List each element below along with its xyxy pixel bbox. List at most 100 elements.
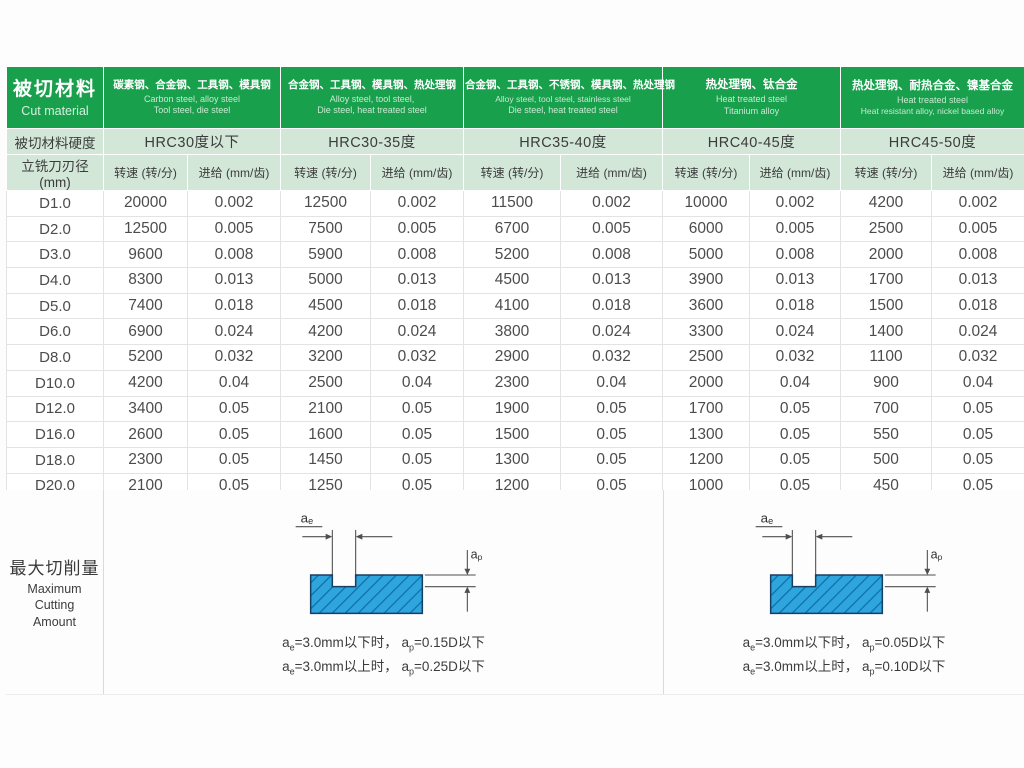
cut-material-corner-cell: 被切材料 Cut material	[6, 66, 104, 129]
table-row: D12.0 3400 0.05 2100 0.05 1900 0.05 1700 0.05 700…	[6, 395, 1024, 423]
feed-cell: 0.024	[560, 318, 663, 346]
feed-cell: 0.032	[187, 344, 281, 371]
speed-cell: 2500	[840, 215, 932, 243]
diameter-cell: D4.0	[6, 267, 104, 294]
diameter-cell: D18.0	[6, 446, 104, 474]
feed-cell: 0.05	[931, 446, 1024, 474]
material-group-en: Tool steel, die steel	[153, 105, 231, 116]
feed-cell: 0.002	[931, 190, 1024, 217]
speed-cell: 2300	[463, 369, 561, 397]
speed-cell: 12500	[103, 215, 188, 243]
feed-cell: 0.018	[370, 292, 464, 320]
speed-cell: 2500	[280, 369, 371, 397]
table-row: D10.0 4200 0.04 2500 0.04 2300 0.04 2000 0.04 900…	[6, 369, 1024, 397]
speed-cell: 1600	[280, 421, 371, 448]
feed-cell: 0.018	[560, 292, 663, 320]
feed-cell: 0.024	[749, 318, 841, 346]
speed-cell: 5200	[463, 241, 561, 269]
speed-cell: 11500	[463, 190, 561, 217]
feed-cell: 0.008	[560, 241, 663, 269]
diameter-column-label: 立铣刀刃径 (mm)	[6, 154, 104, 191]
material-group-zh: 热处理钢、耐热合金、镍基合金	[852, 79, 1013, 92]
material-header-row: 被切材料 Cut material 碳素钢、合金钢、工具钢、模具钢 Carbon …	[6, 66, 1024, 129]
speed-cell: 2100	[280, 395, 371, 423]
hardness-cell: HRC35-40度	[463, 128, 663, 155]
feed-cell: 0.032	[749, 344, 841, 371]
feed-header: 进给 (mm/齿)	[560, 154, 663, 191]
cutting-width-depth-diagram: ae ap	[284, 505, 484, 630]
feed-cell: 0.05	[560, 446, 663, 474]
material-group-en: Carbon steel, alloy steel	[143, 93, 241, 104]
cutting-condition-line: ae=3.0mm以上时， ap=0.10D以下	[742, 658, 946, 677]
feed-cell: 0.05	[749, 395, 841, 423]
speed-cell: 2000	[840, 241, 932, 269]
speed-cell: 3300	[662, 318, 750, 346]
feed-cell: 0.008	[370, 241, 464, 269]
max-cutting-amount-en-line1: Maximum Cutting	[27, 582, 82, 613]
feed-cell: 0.05	[749, 421, 841, 448]
material-group-zh: 热处理钢、钛合金	[705, 79, 798, 92]
speed-cell: 1400	[840, 318, 932, 346]
diameter-cell: D2.0	[6, 215, 104, 243]
speed-cell: 5900	[280, 241, 371, 269]
speed-header: 转速 (转/分)	[280, 154, 371, 191]
feed-cell: 0.002	[560, 190, 663, 217]
speed-cell: 1500	[463, 421, 561, 448]
feed-cell: 0.018	[749, 292, 841, 320]
feed-cell: 0.04	[370, 369, 464, 397]
material-group-en: Alloy steel, tool steel, stainless steel	[495, 94, 631, 104]
hardness-cell: HRC30-35度	[280, 128, 464, 155]
svg-text:ae: ae	[761, 511, 774, 527]
diameter-cell: D10.0	[6, 369, 104, 397]
material-group-zh: 碳素钢、合金钢、工具钢、模具钢	[113, 78, 271, 91]
table-row: D6.0 6900 0.024 4200 0.024 3800 0.024 3300 0.024…	[6, 318, 1024, 346]
feed-cell: 0.04	[560, 369, 663, 397]
material-group-en: Heat treated steel	[715, 94, 788, 105]
speed-cell: 2300	[103, 446, 188, 474]
table-row: D1.0 20000 0.002 12500 0.002 11500 0.002 10000 0…	[6, 190, 1024, 217]
feed-cell: 0.05	[370, 446, 464, 474]
speed-cell: 20000	[103, 190, 188, 217]
material-group-zh: 合金钢、工具钢、不锈钢、模具钢、热处理钢	[465, 79, 675, 92]
speed-header: 转速 (转/分)	[103, 154, 188, 191]
max-cutting-amount-section: 最大切削量 Maximum Cutting Amount	[6, 490, 1024, 695]
feed-cell: 0.013	[560, 267, 663, 294]
speed-cell: 3400	[103, 395, 188, 423]
speed-cell: 9600	[103, 241, 188, 269]
feed-cell: 0.05	[749, 446, 841, 474]
speed-cell: 1700	[662, 395, 750, 423]
material-group-en: Die steel, heat treated steel	[508, 105, 618, 116]
feed-cell: 0.005	[931, 215, 1024, 243]
feed-header: 进给 (mm/齿)	[931, 154, 1024, 191]
feed-cell: 0.04	[749, 369, 841, 397]
diameter-cell: D3.0	[6, 241, 104, 269]
feed-cell: 0.002	[370, 190, 464, 217]
feed-cell: 0.04	[187, 369, 281, 397]
hardness-cell: HRC30度以下	[103, 128, 281, 155]
speed-cell: 6700	[463, 215, 561, 243]
feed-cell: 0.05	[560, 421, 663, 448]
speed-cell: 5000	[280, 267, 371, 294]
table-row: D2.0 12500 0.005 7500 0.005 6700 0.005 6000 0.00…	[6, 215, 1024, 243]
material-group-en: Heat treated steel	[896, 94, 969, 105]
speed-cell: 3800	[463, 318, 561, 346]
feed-cell: 0.013	[749, 267, 841, 294]
cutting-condition-line: ae=3.0mm以上时， ap=0.25D以下	[282, 658, 485, 677]
feed-cell: 0.032	[370, 344, 464, 371]
table-row: D3.0 9600 0.008 5900 0.008 5200 0.008 5000 0.008…	[6, 241, 1024, 269]
speed-cell: 10000	[662, 190, 750, 217]
feed-cell: 0.002	[187, 190, 281, 217]
feed-header: 进给 (mm/齿)	[187, 154, 281, 191]
feed-cell: 0.05	[931, 395, 1024, 423]
diameter-cell: D16.0	[6, 421, 104, 448]
material-group-zh: 合金钢、工具钢、模具钢、热处理钢	[288, 78, 456, 91]
feed-cell: 0.005	[187, 215, 281, 243]
material-group-header: 合金钢、工具钢、不锈钢、模具钢、热处理钢 Alloy steel, tool st…	[463, 66, 675, 129]
speed-cell: 1700	[840, 267, 932, 294]
feed-cell: 0.05	[187, 395, 281, 423]
material-group-header: 热处理钢、耐热合金、镍基合金 Heat treated steel Heat res…	[840, 66, 1024, 129]
max-cutting-amount-label-cell: 最大切削量 Maximum Cutting Amount	[6, 490, 104, 694]
max-cutting-amount-en-line2: Amount	[32, 614, 77, 629]
feed-cell: 0.005	[560, 215, 663, 243]
